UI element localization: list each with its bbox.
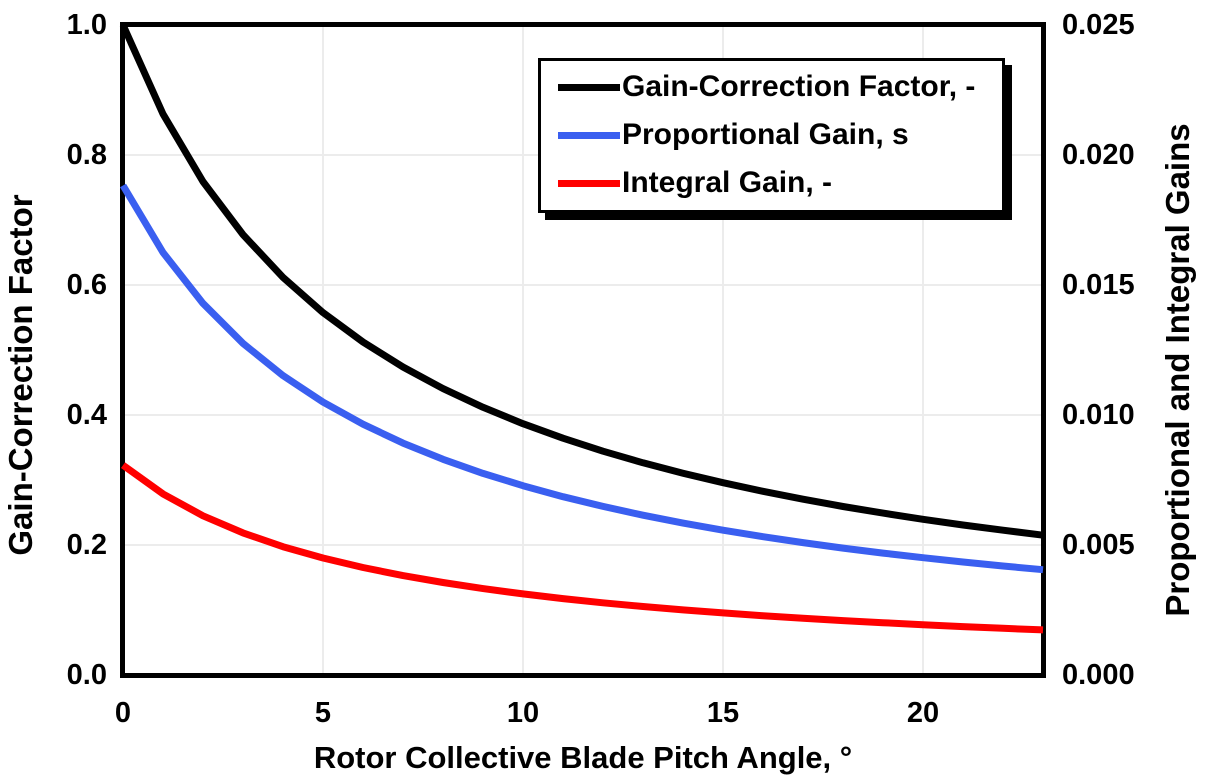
y-left-tick-label: 0.2 — [66, 529, 107, 561]
y-left-tick-label: 0.8 — [66, 139, 107, 171]
x-tick-label: 20 — [906, 697, 940, 729]
legend-line-sample — [558, 179, 620, 187]
legend-item-label: Gain-Correction Factor, - — [622, 70, 976, 103]
legend-item-label: Integral Gain, - — [622, 166, 833, 199]
legend-line-sample — [558, 83, 620, 91]
y-right-tick-label: 0.005 — [1062, 529, 1135, 561]
y-right-tick-label: 0.015 — [1062, 269, 1135, 301]
y-right-tick-label: 0.020 — [1062, 139, 1135, 171]
legend-item-label: Proportional Gain, s — [622, 118, 909, 151]
left-axis-title: Gain-Correction Factor — [2, 194, 39, 556]
chart: 1.0 0.8 0.6 0.4 0.2 0.0 0.025 0.020 0.015 0.010 0.… — [2, 9, 1196, 775]
x-tick-label: 5 — [314, 697, 332, 729]
y-left-tick-label: 0.4 — [66, 399, 107, 431]
y-right-tick-label: 0.010 — [1062, 399, 1135, 431]
legend-item: Integral Gain, - — [558, 159, 1002, 207]
x-tick-label: 0 — [114, 697, 132, 729]
y-right-tick-label: 0.025 — [1062, 9, 1135, 41]
legend-item: Proportional Gain, s — [558, 111, 1002, 159]
x-axis-title: Rotor Collective Blade Pitch Angle, ° — [313, 740, 853, 775]
x-tick-label: 15 — [706, 697, 740, 729]
legend-line-sample — [558, 131, 620, 139]
y-left-tick-label: 0.0 — [66, 659, 107, 691]
legend: Gain-Correction Factor, - Proportional Ga… — [538, 58, 1005, 213]
y-left-tick-label: 0.6 — [66, 269, 107, 301]
y-right-tick-label: 0.000 — [1062, 659, 1135, 691]
legend-item: Gain-Correction Factor, - — [558, 63, 1002, 111]
x-tick-label: 10 — [506, 697, 540, 729]
right-axis-title: Proportional and Integral Gains — [1159, 123, 1196, 617]
y-left-tick-label: 1.0 — [66, 9, 107, 41]
